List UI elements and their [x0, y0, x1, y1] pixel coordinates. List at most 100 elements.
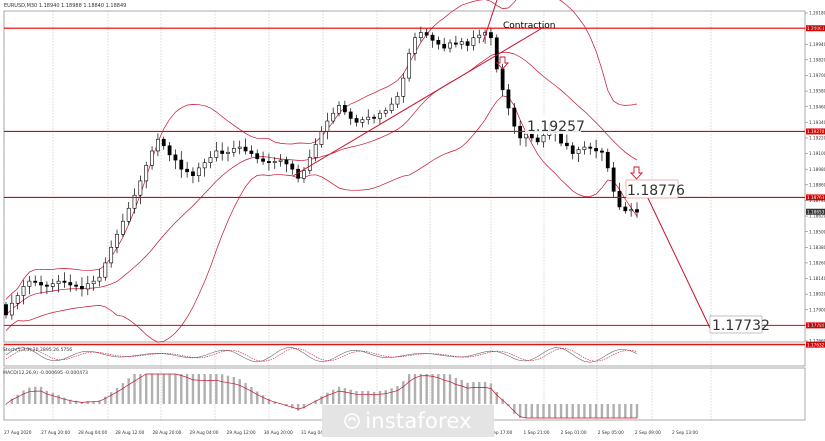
watermark: instaforex: [322, 405, 494, 437]
candle-body-71: [418, 32, 423, 39]
candle-body-53: [313, 144, 318, 158]
instaforex-logo-icon: [344, 413, 361, 429]
candle-body-105: [617, 191, 622, 208]
time-label-4: 28 Aug 20:00: [152, 430, 181, 436]
candle-body-8: [50, 283, 55, 287]
candle-body-108: [635, 209, 639, 213]
level-3-label: 1.17732: [712, 318, 770, 334]
candle-body-57: [337, 105, 341, 114]
macd-bar-49: [291, 404, 294, 409]
time-label-13: 1 Sep 17:00: [486, 430, 512, 436]
level-tag-text-4: 1.17632: [807, 342, 825, 347]
candle-body-80: [471, 37, 476, 46]
candle-body-61: [360, 119, 365, 123]
time-label-7: 30 Aug 20:00: [264, 430, 293, 436]
candle-body-86: [506, 89, 511, 109]
time-label-6: 29 Aug 12:00: [227, 430, 256, 436]
price-tick-label-20: 1.17780: [809, 323, 825, 328]
macd-bar-79: [466, 382, 469, 404]
candle-body-76: [448, 42, 452, 49]
candle-body-65: [383, 110, 388, 114]
macd-bar-92: [542, 404, 545, 418]
candle-body-45: [267, 161, 271, 163]
candle-body-24: [144, 164, 149, 182]
price-tick-label-14: 1.18500: [809, 229, 825, 234]
price-tick-label-4: 1.19700: [809, 73, 825, 78]
candle-body-6: [39, 282, 43, 286]
macd-bar-95: [559, 404, 563, 418]
macd-bar-14: [86, 401, 89, 404]
macd-bar-17: [104, 396, 107, 404]
level-tag-text-0: 1.20063: [807, 26, 825, 31]
trendline: [292, 26, 545, 177]
macd-panel: [4, 373, 639, 419]
macd-bar-6: [39, 386, 43, 404]
price-tick-label-15: 1.18380: [809, 245, 825, 250]
macd-bar-39: [232, 376, 236, 404]
trend-extension: [482, 0, 498, 43]
candle-body-44: [261, 158, 265, 162]
macd-bar-88: [518, 404, 522, 418]
candle-body-30: [179, 159, 184, 170]
candle-body-46: [272, 161, 277, 163]
candle-body-72: [424, 32, 429, 36]
macd-bar-66: [390, 388, 393, 404]
macd-bar-29: [174, 374, 177, 404]
macd-bar-51: [302, 404, 306, 409]
price-tick-label-17: 1.18140: [809, 276, 825, 281]
current-price-tag-bg: [806, 208, 825, 215]
level-2-box: [625, 179, 679, 199]
candle-body-31: [185, 168, 190, 173]
candle-body-88: [518, 125, 523, 139]
candle-body-39: [231, 148, 236, 153]
candle-body-74: [436, 40, 441, 45]
candle-body-4: [27, 280, 32, 287]
macd-bar-97: [571, 404, 574, 418]
level-tag-text-2: 1.18763: [807, 195, 825, 200]
macd-bar-15: [92, 401, 95, 404]
macd-bar-32: [191, 374, 195, 404]
candle-body-48: [284, 159, 289, 165]
macd-bar-103: [606, 404, 609, 418]
candle-body-28: [167, 145, 172, 156]
candle-body-16: [97, 276, 102, 282]
macd-bar-67: [396, 386, 399, 404]
price-tick-label-10: 1.18980: [809, 167, 825, 172]
macd-bar-91: [536, 404, 539, 418]
macd-bar-22: [133, 374, 136, 404]
time-label-5: 29 Aug 04:00: [190, 430, 219, 436]
macd-bar-0: [4, 404, 8, 405]
price-tick-label-11: 1.18860: [809, 182, 825, 187]
candle-body-36: [214, 150, 219, 158]
bollinger-lower: [5, 95, 638, 343]
level-3-box: [709, 315, 763, 334]
macd-bar-94: [554, 404, 557, 418]
candle-body-81: [477, 34, 482, 39]
candle-body-92: [541, 135, 546, 143]
macd-bar-77: [454, 377, 458, 404]
time-label-0: 27 Aug 2020: [4, 430, 32, 436]
candle-body-68: [401, 77, 406, 97]
price-tick-label-8: 1.19220: [809, 136, 825, 141]
macd-bar-64: [378, 390, 382, 404]
macd-bar-2: [16, 394, 19, 404]
down-arrow-icon: [495, 56, 510, 70]
candle-body-100: [588, 146, 593, 149]
macd-bar-78: [460, 379, 463, 404]
forecast-line: [645, 193, 711, 329]
macd-bar-68: [402, 381, 405, 404]
candle-body-70: [413, 37, 417, 54]
candle-body-23: [138, 180, 143, 196]
candle-body-42: [249, 150, 254, 154]
candle-body-84: [494, 37, 499, 70]
macd-bar-42: [250, 386, 253, 404]
macd-bar-10: [63, 397, 66, 404]
candle-body-96: [564, 142, 569, 147]
level-tag-bg-2: [806, 194, 825, 201]
macd-bar-20: [121, 383, 125, 404]
candle-body-73: [430, 34, 435, 41]
macd-bar-81: [478, 382, 481, 404]
candle-body-32: [191, 171, 195, 176]
price-tick-label-6: 1.19460: [809, 104, 825, 109]
macd-bar-13: [80, 401, 84, 404]
